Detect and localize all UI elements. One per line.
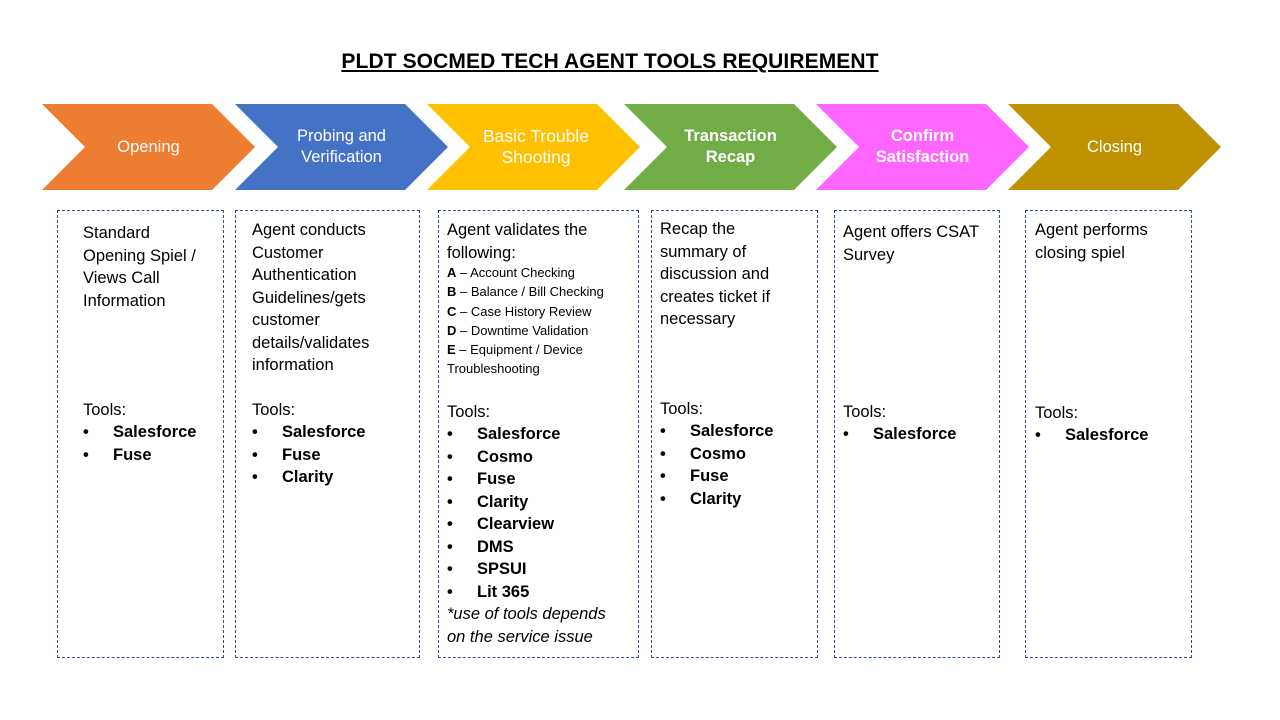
chevron-probing (235, 104, 448, 190)
stage-description: Agent conducts Customer Authentication G… (252, 221, 370, 374)
check-item-downtime: D – Downtime Validation (447, 322, 589, 338)
tool-item: Salesforce (447, 423, 560, 446)
tools-list: Salesforce Cosmo Fuse Clarity Clearview … (447, 423, 560, 603)
check-item-account: A – Account Checking (447, 265, 575, 280)
tools-label: Tools: (660, 400, 704, 418)
stage-panel-troubleshooting: Agent validates the following: A – Accou… (438, 210, 639, 658)
tool-item: Lit 365 (447, 581, 560, 604)
tool-item: Clearview (447, 513, 560, 536)
stage-description: Agent validates the following: (447, 221, 588, 262)
tool-item: Fuse (660, 465, 773, 488)
tools-list: Salesforce (1035, 424, 1148, 447)
stage-description: Recap the summary of discussion and crea… (660, 220, 771, 328)
tools-label: Tools: (1035, 404, 1079, 422)
tools-label: Tools: (252, 401, 296, 419)
tools-label: Tools: (447, 403, 491, 421)
stage-description: Standard Opening Spiel / Views Call Info… (83, 224, 196, 310)
stage-label-recap: Transaction Recap (684, 127, 777, 166)
tool-item: Fuse (447, 468, 560, 491)
stage-panel-opening: Standard Opening Spiel / Views Call Info… (57, 210, 224, 658)
chevron-satisfaction (816, 104, 1029, 190)
tool-item: Salesforce (83, 421, 196, 444)
stage-description: Agent performs closing spiel (1035, 221, 1148, 262)
chevron-recap (624, 104, 837, 190)
tool-item: Clarity (660, 488, 773, 511)
stage-label-closing: Closing (1086, 137, 1143, 156)
stage-panel-satisfaction: Agent offers CSAT Survey Tools: Salesfor… (834, 210, 1000, 658)
tool-item: Cosmo (447, 446, 560, 469)
check-item-case-history: C – Case History Review (447, 303, 592, 319)
stage-label-satisfaction: Confirm Satisfaction (875, 127, 970, 166)
chevron-troubleshooting (427, 104, 640, 190)
stage-label-opening: Opening (117, 137, 180, 156)
stage-panel-recap: Recap the summary of discussion and crea… (651, 210, 818, 658)
stage-panel-closing: Agent performs closing spiel Tools: Sale… (1025, 210, 1192, 658)
tool-item: Cosmo (660, 443, 773, 466)
check-item-balance: B – Balance / Bill Checking (447, 284, 604, 300)
stage-description: Agent offers CSAT Survey (843, 223, 979, 264)
tool-item: SPSUI (447, 558, 560, 581)
tools-list: Salesforce (843, 423, 956, 446)
stage-panel-probing: Agent conducts Customer Authentication G… (235, 210, 420, 658)
check-item-equipment: E – Equipment / Device Troubleshooting (447, 342, 583, 377)
chevron-closing (1008, 104, 1221, 190)
tools-note: *use of tools depends on the service iss… (447, 605, 606, 646)
tools-label: Tools: (843, 403, 887, 421)
tool-item: DMS (447, 536, 560, 559)
tool-item: Salesforce (252, 421, 365, 444)
page-title: PLDT SOCMED TECH AGENT TOOLS REQUIREMENT (341, 50, 879, 73)
chevron-opening (42, 104, 255, 190)
tool-item: Clarity (447, 491, 560, 514)
stage-label-troubleshooting: Basic Trouble Shooting (482, 126, 590, 167)
tools-list: Salesforce Fuse Clarity (252, 421, 365, 489)
tools-list: Salesforce Fuse (83, 421, 196, 466)
tool-item: Salesforce (1035, 424, 1148, 447)
stage-label-probing: Probing and Verification (297, 127, 386, 166)
validation-checklist: A – Account Checking B – Balance / Bill … (447, 263, 637, 379)
tool-item: Fuse (83, 444, 196, 467)
tool-item: Clarity (252, 466, 365, 489)
tools-list: Salesforce Cosmo Fuse Clarity (660, 420, 773, 510)
tool-item: Salesforce (843, 423, 956, 446)
tool-item: Salesforce (660, 420, 773, 443)
tool-item: Fuse (252, 444, 365, 467)
tools-label: Tools: (83, 401, 127, 419)
